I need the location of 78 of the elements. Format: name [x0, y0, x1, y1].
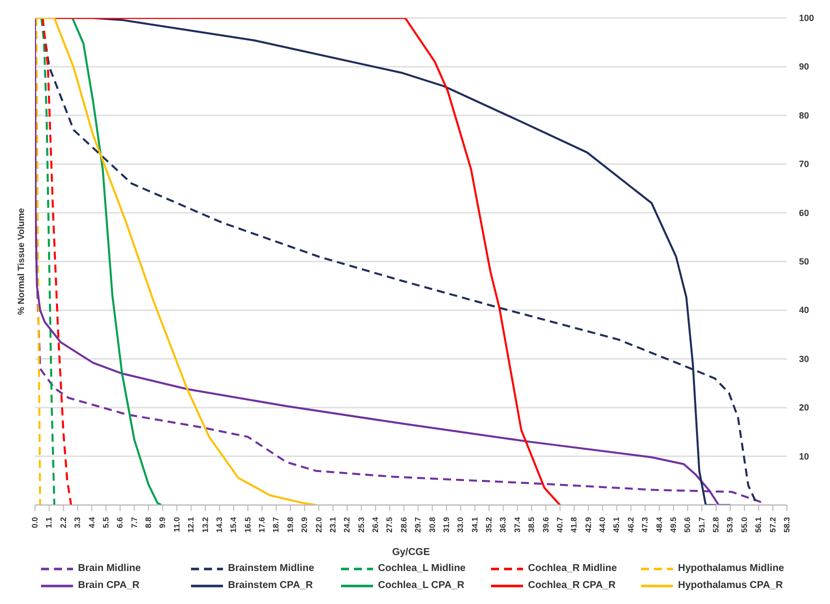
x-tick-label: 42.9	[584, 516, 593, 533]
x-tick-label: 18.7	[272, 516, 281, 533]
x-tick-label: 57.2	[768, 516, 778, 533]
line-series	[42, 18, 72, 505]
x-tick-label: 31.9	[442, 516, 451, 533]
x-tick-label: 0.0	[30, 516, 40, 528]
y-tick-label: 60	[799, 208, 810, 218]
x-tick-label: 55.0	[740, 516, 749, 533]
x-tick-label: 46.2	[626, 516, 636, 533]
x-tick-label: 40.7	[555, 516, 564, 533]
x-tick-label: 48.4	[654, 516, 664, 533]
legend-label: Cochlea_R Midline	[528, 563, 617, 574]
x-tick-label: 15.4	[229, 516, 238, 533]
x-tick-label: 44.0	[598, 516, 608, 533]
y-tick-label: 100	[799, 13, 814, 23]
x-tick-label: 26.4	[371, 516, 380, 533]
x-tick-label: 5.5	[101, 516, 110, 528]
y-tick-label: 30	[799, 354, 810, 364]
x-tick-label: 53.9	[726, 516, 735, 533]
x-tick-label: 56.1	[754, 516, 764, 533]
x-tick-label: 29.7	[414, 516, 423, 533]
x-tick-label: 20.9	[300, 516, 310, 533]
x-tick-label: 14.3	[214, 516, 224, 533]
x-tick-label: 24.2	[342, 516, 352, 533]
x-tick-label: 23.1	[328, 516, 338, 533]
y-tick-label: 10	[799, 451, 810, 462]
legend-label: Hypothalamus Midline	[678, 563, 784, 574]
x-tick-label: 45.1	[612, 516, 622, 533]
x-tick-label: 1.1	[44, 516, 54, 528]
x-tick-label: 52.8	[712, 516, 721, 533]
x-tick-label: 36.3	[498, 516, 508, 533]
x-tick-label: 34.1	[470, 516, 480, 533]
legend-label: Cochlea_L Midline	[378, 563, 466, 574]
legend-label: Brain CPA_R	[78, 580, 140, 591]
x-tick-label: 49.5	[668, 516, 678, 533]
y-tick-label: 90	[799, 62, 810, 72]
x-tick-label: 25.3	[356, 516, 366, 533]
x-tick-label: 7.7	[130, 516, 139, 528]
x-tick-label: 16.5	[243, 516, 252, 533]
x-tick-label: 22.0	[314, 516, 324, 533]
legend-label: Cochlea_L CPA_R	[378, 580, 464, 591]
legend-label: Brain Midline	[78, 563, 141, 574]
x-tick-label: 4.4	[87, 516, 96, 528]
y-tick-label: 40	[799, 305, 810, 316]
y-tick-label: 20	[799, 402, 810, 413]
x-tick-label: 11.0	[172, 516, 182, 532]
x-tick-label: 9.9	[158, 516, 168, 528]
legend-label: Cochlea_R CPA_R	[528, 580, 616, 591]
x-tick-label: 58.3	[782, 516, 792, 533]
x-tick-label: 33.0	[456, 516, 466, 533]
y-tick-label: 70	[799, 159, 810, 170]
legend-label: Hypothalamus CPA_R	[678, 580, 783, 591]
x-tick-label: 28.6	[399, 516, 408, 533]
x-tick-label: 19.8	[286, 516, 295, 533]
x-tick-label: 41.8	[570, 516, 579, 533]
y-axis-title: % Normal Tissue Volume	[16, 208, 26, 315]
x-tick-label: 47.3	[640, 516, 650, 533]
x-tick-label: 3.3	[73, 516, 82, 528]
y-tick-label: 50	[799, 256, 810, 266]
x-tick-label: 2.2	[58, 516, 68, 528]
x-tick-label: 17.6	[258, 516, 267, 533]
x-tick-label: 8.8	[144, 516, 154, 528]
x-tick-label: 35.2	[484, 516, 494, 533]
x-tick-label: 13.2	[200, 516, 210, 533]
x-tick-label: 12.1	[186, 516, 196, 533]
x-tick-label: 50.6	[683, 516, 692, 533]
y-tick-label: 80	[799, 110, 810, 120]
x-tick-label: 6.6	[116, 516, 125, 528]
legend-label: Brainstem Midline	[228, 563, 314, 574]
x-axis-title: Gy/CGE	[392, 547, 430, 558]
x-tick-label: 38.5	[527, 516, 536, 533]
x-tick-label: 51.7	[697, 516, 706, 533]
legend-label: Brainstem CPA_R	[228, 580, 313, 591]
x-tick-label: 37.4	[512, 516, 522, 533]
x-tick-label: 30.8	[428, 516, 437, 533]
x-tick-label: 27.5	[385, 516, 394, 533]
line-series	[40, 18, 56, 505]
x-tick-label: 39.6	[541, 516, 550, 533]
